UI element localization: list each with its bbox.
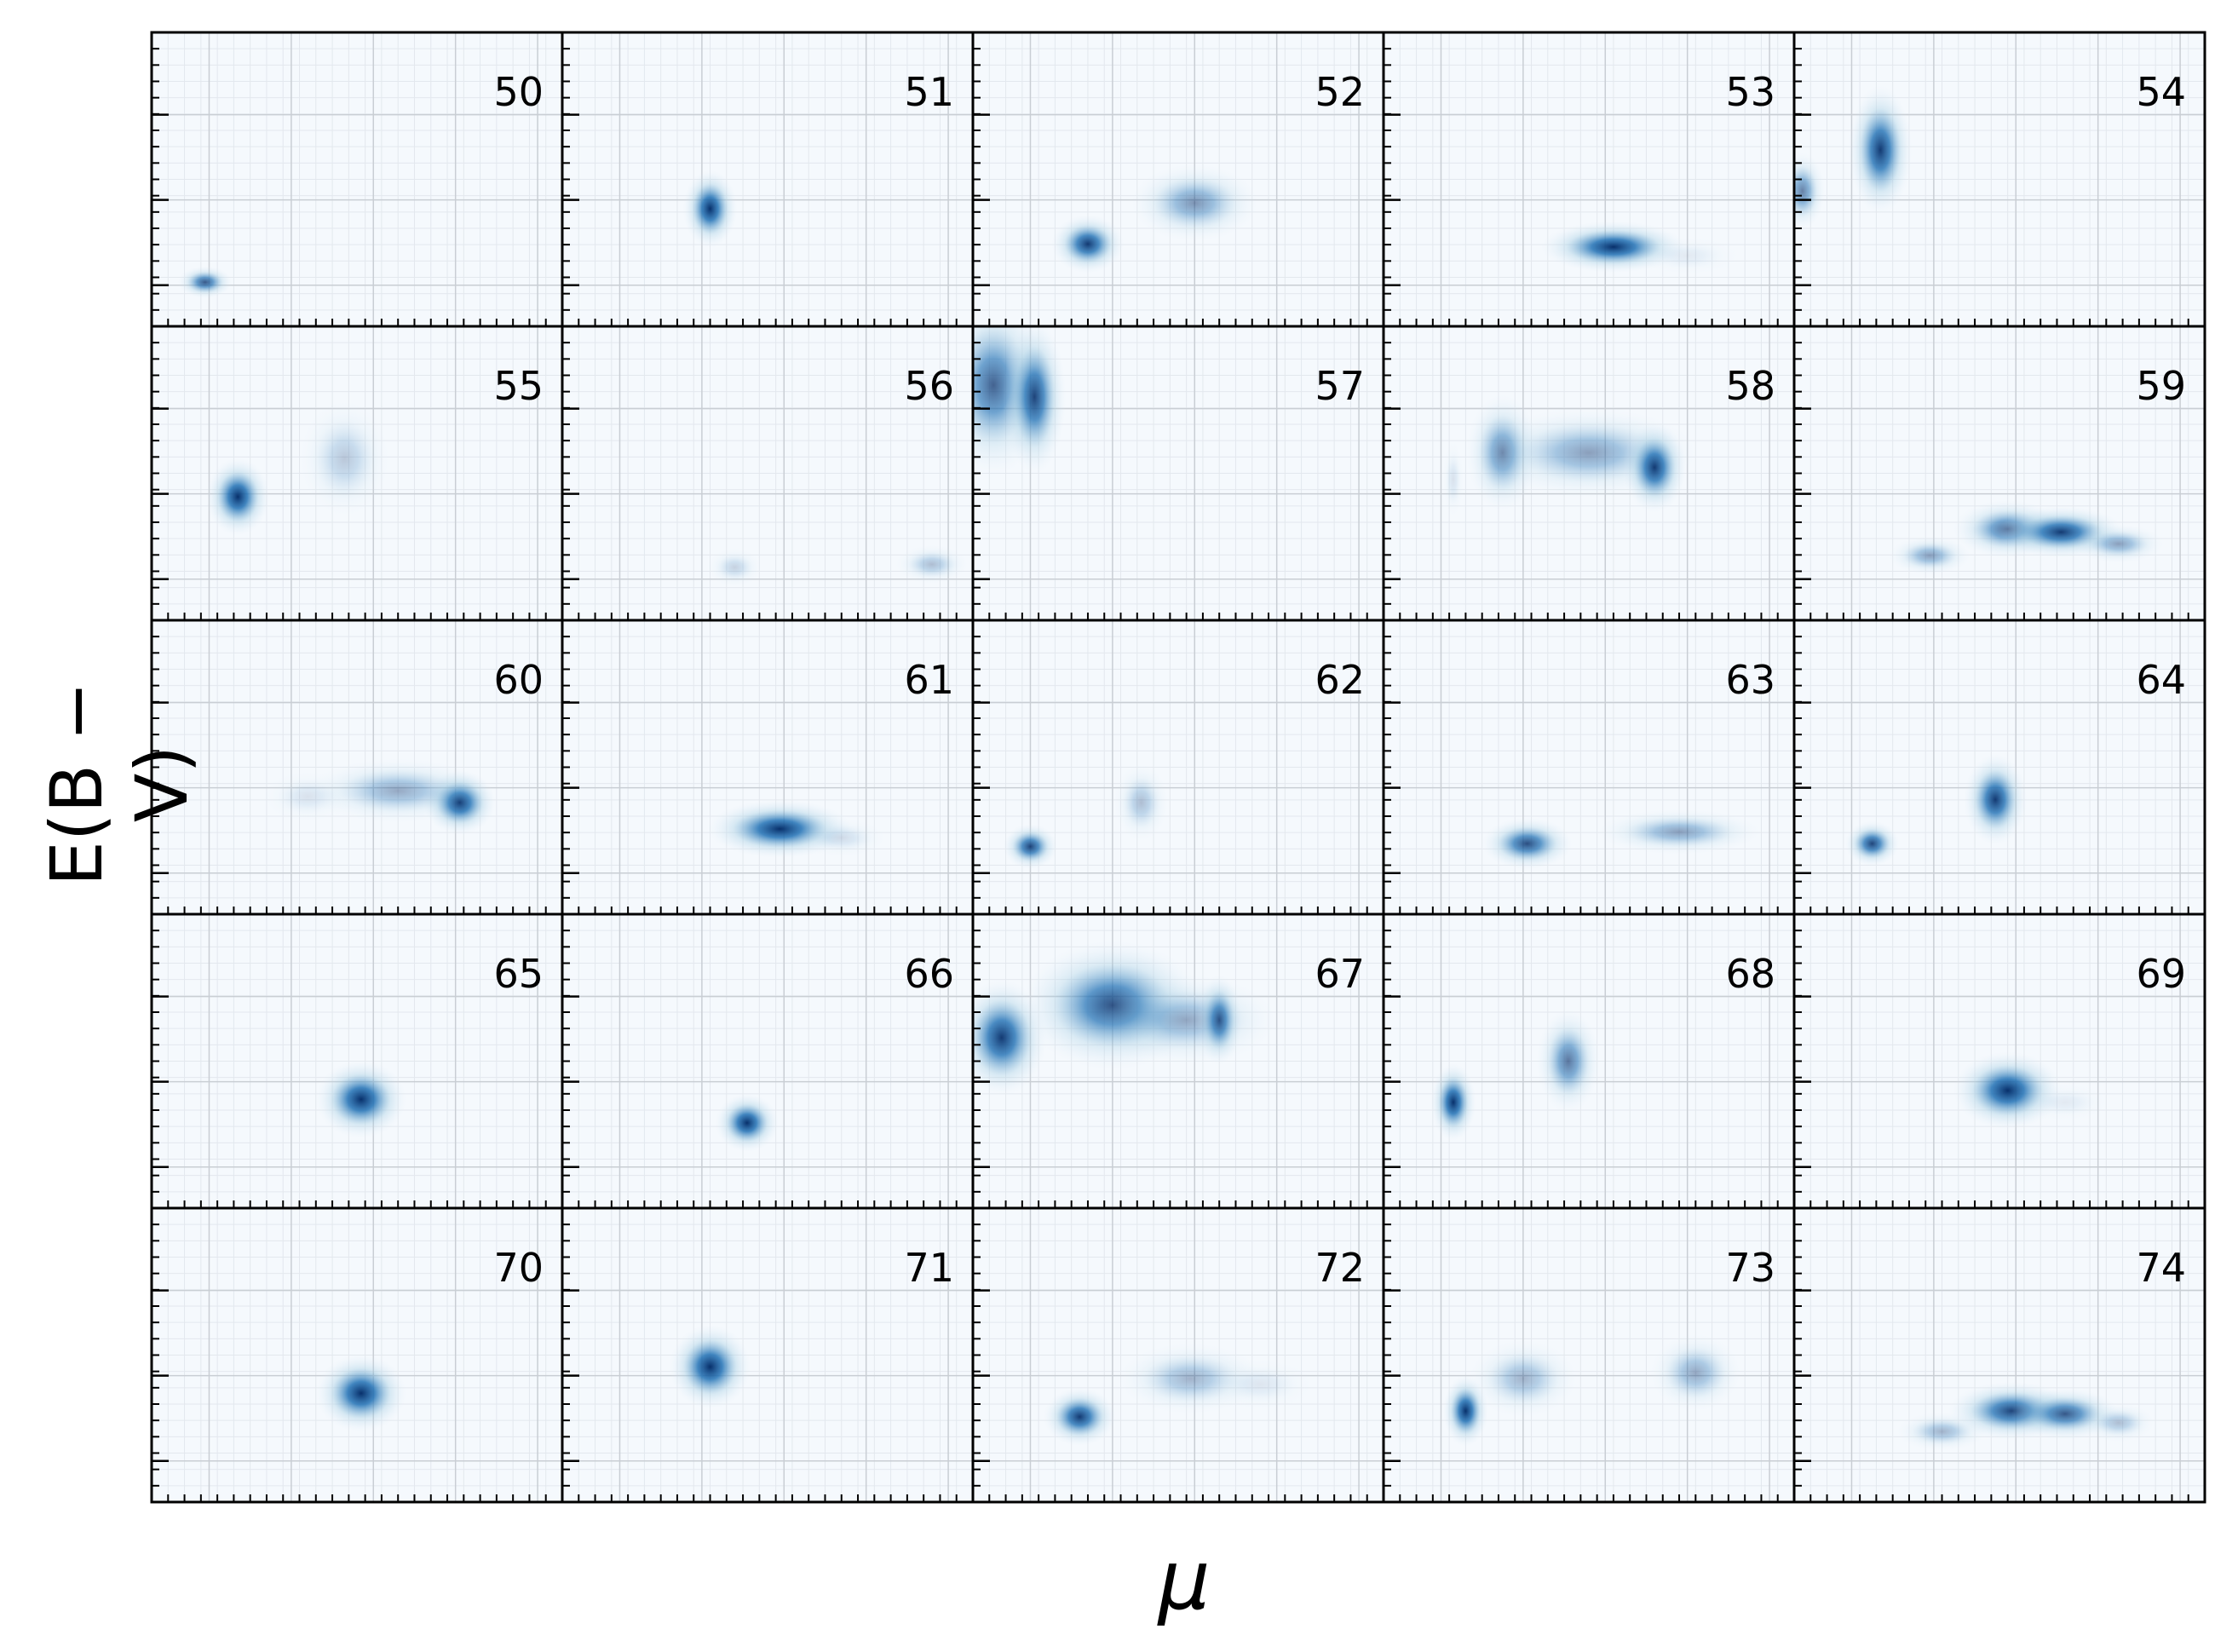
density-blob bbox=[1623, 422, 1687, 513]
panel-label: 69 bbox=[2136, 951, 2186, 997]
panel-label: 66 bbox=[904, 951, 954, 997]
density-blob bbox=[895, 544, 969, 584]
panel-70: 70 bbox=[150, 1206, 564, 1504]
panel-71: 71 bbox=[561, 1206, 975, 1504]
density-blob bbox=[796, 818, 887, 858]
density-blob bbox=[1043, 1387, 1116, 1447]
panel-label: 55 bbox=[493, 363, 544, 409]
density-blob bbox=[1003, 824, 1058, 870]
density-blob bbox=[1051, 215, 1125, 273]
panel-label: 74 bbox=[2136, 1245, 2186, 1291]
y-axis-label: E(B − V) bbox=[35, 681, 204, 887]
panel-grid: 50 51 52 53 54 55 56 57 58 59 60 61 62 63 64 65 66 67 68 69… bbox=[150, 31, 2206, 1504]
density-blob bbox=[308, 758, 489, 824]
density-blob bbox=[1597, 809, 1761, 855]
density-blob bbox=[1469, 1339, 1578, 1418]
density-blob bbox=[1430, 1063, 1476, 1142]
density-blob bbox=[1650, 1333, 1741, 1412]
density-blob bbox=[2073, 524, 2164, 564]
panel-label: 57 bbox=[1315, 363, 1365, 409]
panel-74: 74 bbox=[1792, 1206, 2206, 1504]
panel-72: 72 bbox=[971, 1206, 1385, 1504]
panel-label: 61 bbox=[904, 657, 954, 703]
panel-frame bbox=[1792, 1206, 2206, 1504]
density-blob bbox=[1113, 763, 1169, 842]
panel-59: 59 bbox=[1792, 325, 2206, 622]
panel-73: 73 bbox=[1382, 1206, 1796, 1504]
density-blob bbox=[715, 1093, 780, 1153]
density-blob bbox=[1442, 440, 1464, 518]
panel-60: 60 bbox=[150, 619, 564, 916]
density-blob bbox=[1003, 326, 1067, 475]
panel-label: 54 bbox=[2136, 69, 2186, 115]
density-blob bbox=[707, 548, 762, 587]
panel-61: 61 bbox=[561, 619, 975, 916]
panel-62: 62 bbox=[971, 619, 1385, 916]
panel-53: 53 bbox=[1382, 31, 1796, 328]
density-blob bbox=[315, 1060, 406, 1138]
panel-57: 57 bbox=[971, 325, 1385, 622]
density-blob bbox=[1844, 820, 1900, 866]
panel-58: 58 bbox=[1382, 325, 1796, 622]
panel-label: 72 bbox=[1315, 1245, 1365, 1291]
panel-51: 51 bbox=[561, 31, 975, 328]
panel-label: 65 bbox=[493, 951, 544, 997]
panel-54: 54 bbox=[1792, 31, 2206, 328]
panel-label: 73 bbox=[1725, 1245, 1775, 1291]
panel-68: 68 bbox=[1382, 912, 1796, 1210]
density-blob bbox=[669, 1324, 751, 1409]
density-blob bbox=[1889, 536, 1970, 575]
panel-label: 62 bbox=[1315, 657, 1365, 703]
density-blob bbox=[1794, 152, 1826, 230]
panel-label: 64 bbox=[2136, 657, 2186, 703]
density-blob bbox=[299, 400, 390, 517]
panel-label: 59 bbox=[2136, 363, 2186, 409]
density-blob bbox=[682, 170, 738, 248]
density-blob bbox=[2020, 1083, 2111, 1122]
density-blob bbox=[315, 1354, 406, 1432]
panel-label: 52 bbox=[1315, 69, 1365, 115]
panel-65: 65 bbox=[150, 912, 564, 1210]
panel-66: 66 bbox=[561, 912, 975, 1210]
density-blob bbox=[1536, 1009, 1601, 1114]
density-blob bbox=[1096, 975, 1277, 1066]
density-blob bbox=[206, 458, 270, 536]
panel-52: 52 bbox=[971, 31, 1385, 328]
panel-label: 60 bbox=[493, 657, 544, 703]
panel-label: 53 bbox=[1725, 69, 1775, 115]
panel-label: 68 bbox=[1725, 951, 1775, 997]
panel-label: 63 bbox=[1725, 657, 1775, 703]
panel-63: 63 bbox=[1382, 619, 1796, 916]
panel-label: 67 bbox=[1315, 951, 1365, 997]
density-blob bbox=[1633, 236, 1742, 275]
panel-label: 58 bbox=[1725, 363, 1775, 409]
panel-label: 71 bbox=[904, 1245, 954, 1291]
density-blob bbox=[2082, 1403, 2155, 1442]
panel-label: 70 bbox=[493, 1245, 544, 1291]
x-axis-label: μ bbox=[1158, 1533, 1211, 1628]
density-blob bbox=[177, 266, 233, 299]
panel-67: 67 bbox=[971, 912, 1385, 1210]
panel-69: 69 bbox=[1792, 912, 2206, 1210]
density-blob bbox=[1196, 975, 1242, 1066]
panel-label: 51 bbox=[904, 69, 954, 115]
panel-56: 56 bbox=[561, 325, 975, 622]
panel-label: 56 bbox=[904, 363, 954, 409]
density-blob bbox=[1964, 754, 2028, 845]
density-blob bbox=[1481, 817, 1573, 870]
panel-label: 50 bbox=[493, 69, 544, 115]
density-blob bbox=[262, 770, 354, 823]
panel-ticks bbox=[1794, 1223, 2189, 1502]
panel-50: 50 bbox=[150, 31, 564, 328]
density-blob bbox=[1131, 164, 1258, 242]
density-blob bbox=[1205, 1358, 1315, 1411]
panel-64: 64 bbox=[1792, 619, 2206, 916]
density-blob bbox=[1849, 85, 1913, 215]
panel-55: 55 bbox=[150, 325, 564, 622]
